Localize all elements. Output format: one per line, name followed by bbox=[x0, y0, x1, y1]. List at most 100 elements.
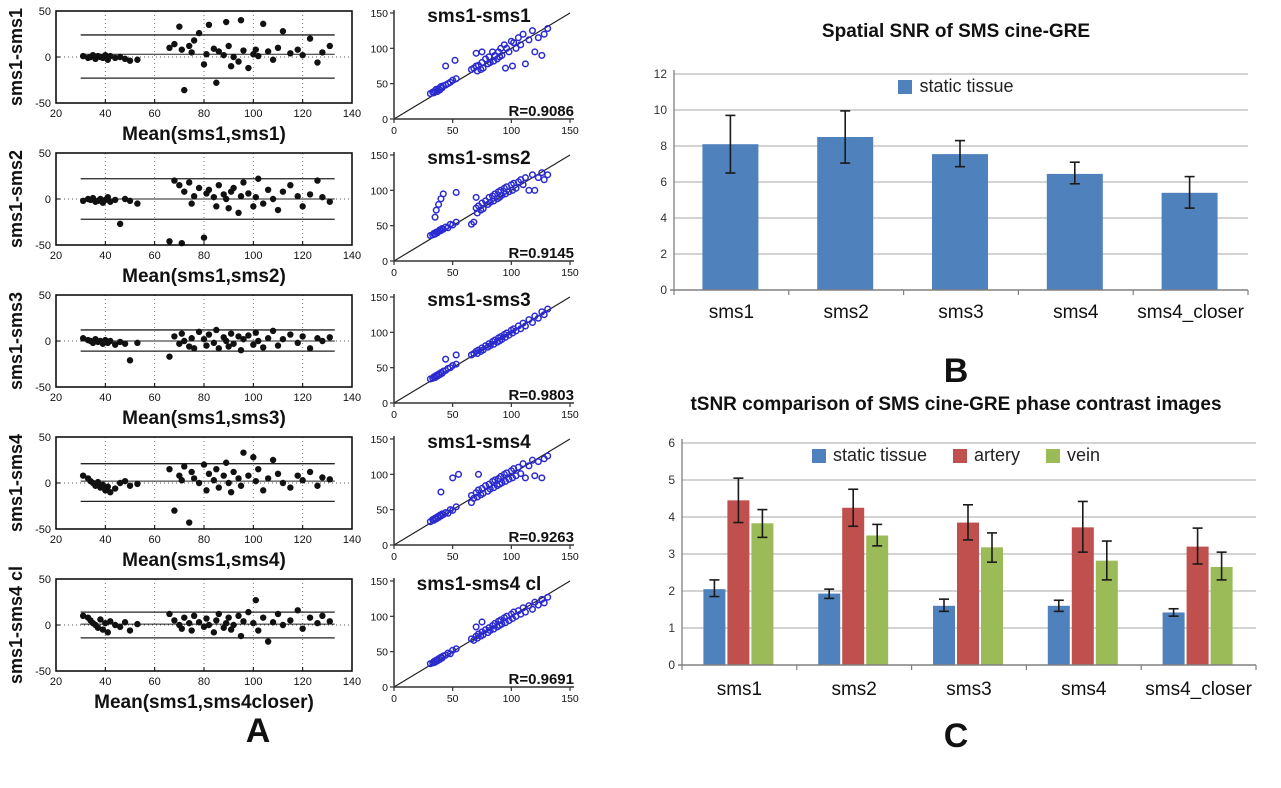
svg-text:50: 50 bbox=[447, 693, 459, 705]
points-layer bbox=[426, 24, 552, 98]
svg-text:100: 100 bbox=[244, 250, 262, 262]
points-layer bbox=[426, 593, 552, 668]
series-vein bbox=[751, 508, 1233, 665]
svg-text:150: 150 bbox=[561, 125, 579, 137]
svg-text:sms1-sms3: sms1-sms3 bbox=[6, 292, 26, 390]
svg-text:0: 0 bbox=[45, 194, 51, 206]
svg-text:50: 50 bbox=[376, 79, 388, 91]
svg-text:sms4: sms4 bbox=[1061, 679, 1107, 700]
svg-text:0: 0 bbox=[382, 256, 388, 268]
points-layer bbox=[79, 596, 333, 645]
svg-text:Mean(sms1,sms3): Mean(sms1,sms3) bbox=[122, 408, 286, 429]
svg-text:sms3: sms3 bbox=[946, 679, 991, 700]
tsnr-svg: 0 1 2 3 4 5 6 sms1 sms2 sms3 sms4 sms4_closer bbox=[668, 436, 1257, 700]
svg-text:sms1-sms4 cl: sms1-sms4 cl bbox=[6, 566, 26, 684]
svg-text:140: 140 bbox=[343, 108, 361, 120]
bland-altman-chart-sms1-sms4cl: 20 40 60 80 100 120 140 -50 0 50 Mean(sms1,sms4clo… bbox=[6, 566, 361, 716]
panel-a-label: A bbox=[245, 712, 271, 750]
svg-text:150: 150 bbox=[561, 551, 579, 563]
svg-text:60: 60 bbox=[149, 250, 161, 262]
chart-title: sms1-sms3 bbox=[427, 290, 531, 311]
svg-text:50: 50 bbox=[447, 409, 459, 421]
svg-text:50: 50 bbox=[376, 363, 388, 375]
ba2-svg: 20 40 60 80 100 120 140 -50 0 50 Mean(sms1,sms2) sm… bbox=[6, 148, 361, 287]
svg-text:100: 100 bbox=[370, 185, 388, 197]
snr-svg: 0 2 4 6 8 10 12 sms1 sms2 sms3 sms4 sms4_closer bbox=[654, 67, 1249, 323]
svg-text:80: 80 bbox=[198, 534, 210, 546]
correlation-chart-sms1-sms2: sms1-sms2 R=0.9145 0 50 100 150 0 50 100 150 bbox=[368, 148, 580, 290]
svg-text:50: 50 bbox=[376, 221, 388, 233]
svg-text:50: 50 bbox=[39, 432, 51, 444]
svg-text:40: 40 bbox=[99, 534, 111, 546]
svg-text:150: 150 bbox=[370, 434, 388, 446]
svg-text:sms3: sms3 bbox=[938, 302, 983, 323]
svg-text:100: 100 bbox=[244, 534, 262, 546]
svg-text:sms4_closer: sms4_closer bbox=[1137, 302, 1244, 323]
panel-b: Spatial SNR of SMS cine-GRE 0 2 4 6 8 10 12 sms… bbox=[636, 12, 1276, 392]
svg-text:sms4_closer: sms4_closer bbox=[1145, 679, 1252, 700]
correlation-chart-sms1-sms4cl: sms1-sms4 cl R=0.9691 0 50 100 150 0 50 100 150 bbox=[368, 574, 580, 716]
r-value-label: R=0.9086 bbox=[508, 103, 574, 120]
chart-title: sms1-sms4 bbox=[427, 432, 531, 453]
panel-b-label: B bbox=[943, 352, 969, 390]
svg-text:140: 140 bbox=[343, 534, 361, 546]
svg-text:6: 6 bbox=[668, 436, 675, 450]
svg-text:60: 60 bbox=[149, 392, 161, 404]
bland-altman-column: 20 40 60 80 100 120 140 -50 0 50 Mean(sms1,sms1) sm… bbox=[6, 6, 361, 716]
correlation-chart-sms1-sms1: sms1-sms1 R=0.9086 0 50 100 150 0 50 100 150 bbox=[368, 6, 580, 148]
svg-text:-50: -50 bbox=[35, 240, 51, 252]
svg-text:0: 0 bbox=[391, 551, 397, 563]
correlation-chart-sms1-sms4: sms1-sms4 R=0.9263 0 50 100 150 0 50 100 150 bbox=[368, 432, 580, 574]
svg-text:100: 100 bbox=[244, 392, 262, 404]
svg-text:100: 100 bbox=[244, 676, 262, 688]
svg-text:50: 50 bbox=[39, 290, 51, 302]
series-static-tissue bbox=[703, 579, 1185, 665]
corr3-svg: 0 50 100 150 0 50 100 150 bbox=[370, 292, 579, 421]
chart-title: sms1-sms4 cl bbox=[416, 574, 542, 595]
svg-text:20: 20 bbox=[50, 108, 62, 120]
svg-text:140: 140 bbox=[343, 392, 361, 404]
svg-text:0: 0 bbox=[391, 409, 397, 421]
svg-text:50: 50 bbox=[376, 505, 388, 517]
svg-text:120: 120 bbox=[293, 676, 311, 688]
svg-text:0: 0 bbox=[45, 336, 51, 348]
svg-text:-50: -50 bbox=[35, 382, 51, 394]
svg-text:100: 100 bbox=[370, 611, 388, 623]
svg-text:100: 100 bbox=[503, 125, 521, 137]
points-layer bbox=[426, 169, 552, 240]
panel-c-label: C bbox=[943, 717, 969, 755]
svg-text:0: 0 bbox=[45, 620, 51, 632]
svg-text:sms2: sms2 bbox=[823, 302, 868, 323]
points-layer bbox=[79, 449, 333, 526]
svg-text:50: 50 bbox=[447, 267, 459, 279]
svg-text:60: 60 bbox=[149, 676, 161, 688]
corr4-svg: 0 50 100 150 0 50 100 150 bbox=[370, 434, 579, 563]
svg-text:100: 100 bbox=[503, 551, 521, 563]
points-layer bbox=[79, 326, 333, 364]
svg-text:120: 120 bbox=[293, 108, 311, 120]
svg-text:120: 120 bbox=[293, 534, 311, 546]
svg-text:Mean(sms1,sms4): Mean(sms1,sms4) bbox=[122, 550, 286, 571]
svg-text:120: 120 bbox=[293, 250, 311, 262]
svg-text:2: 2 bbox=[668, 584, 675, 598]
svg-text:0: 0 bbox=[382, 114, 388, 126]
svg-text:150: 150 bbox=[561, 409, 579, 421]
svg-text:0: 0 bbox=[382, 682, 388, 694]
points-layer bbox=[426, 452, 552, 526]
ba4-svg: 20 40 60 80 100 120 140 -50 0 50 Mean(sms1,sms4) sm… bbox=[6, 432, 361, 571]
ba1-svg: 20 40 60 80 100 120 140 -50 0 50 Mean(sms1,sms1) sm… bbox=[6, 6, 361, 145]
svg-text:40: 40 bbox=[99, 108, 111, 120]
svg-text:6: 6 bbox=[660, 175, 667, 189]
svg-text:50: 50 bbox=[447, 125, 459, 137]
svg-text:sms2: sms2 bbox=[831, 679, 876, 700]
svg-text:150: 150 bbox=[370, 292, 388, 304]
svg-text:80: 80 bbox=[198, 392, 210, 404]
svg-text:150: 150 bbox=[370, 150, 388, 162]
svg-text:40: 40 bbox=[99, 676, 111, 688]
r-value-label: R=0.9145 bbox=[508, 245, 574, 262]
bland-altman-chart-sms1-sms3: 20 40 60 80 100 120 140 -50 0 50 Mean(sms1,sms3) sm… bbox=[6, 290, 361, 432]
svg-text:sms4: sms4 bbox=[1053, 302, 1099, 323]
svg-text:sms1-sms1: sms1-sms1 bbox=[6, 8, 26, 106]
panel-a: 20 40 60 80 100 120 140 -50 0 50 Mean(sms1,sms1) sm… bbox=[6, 6, 580, 716]
